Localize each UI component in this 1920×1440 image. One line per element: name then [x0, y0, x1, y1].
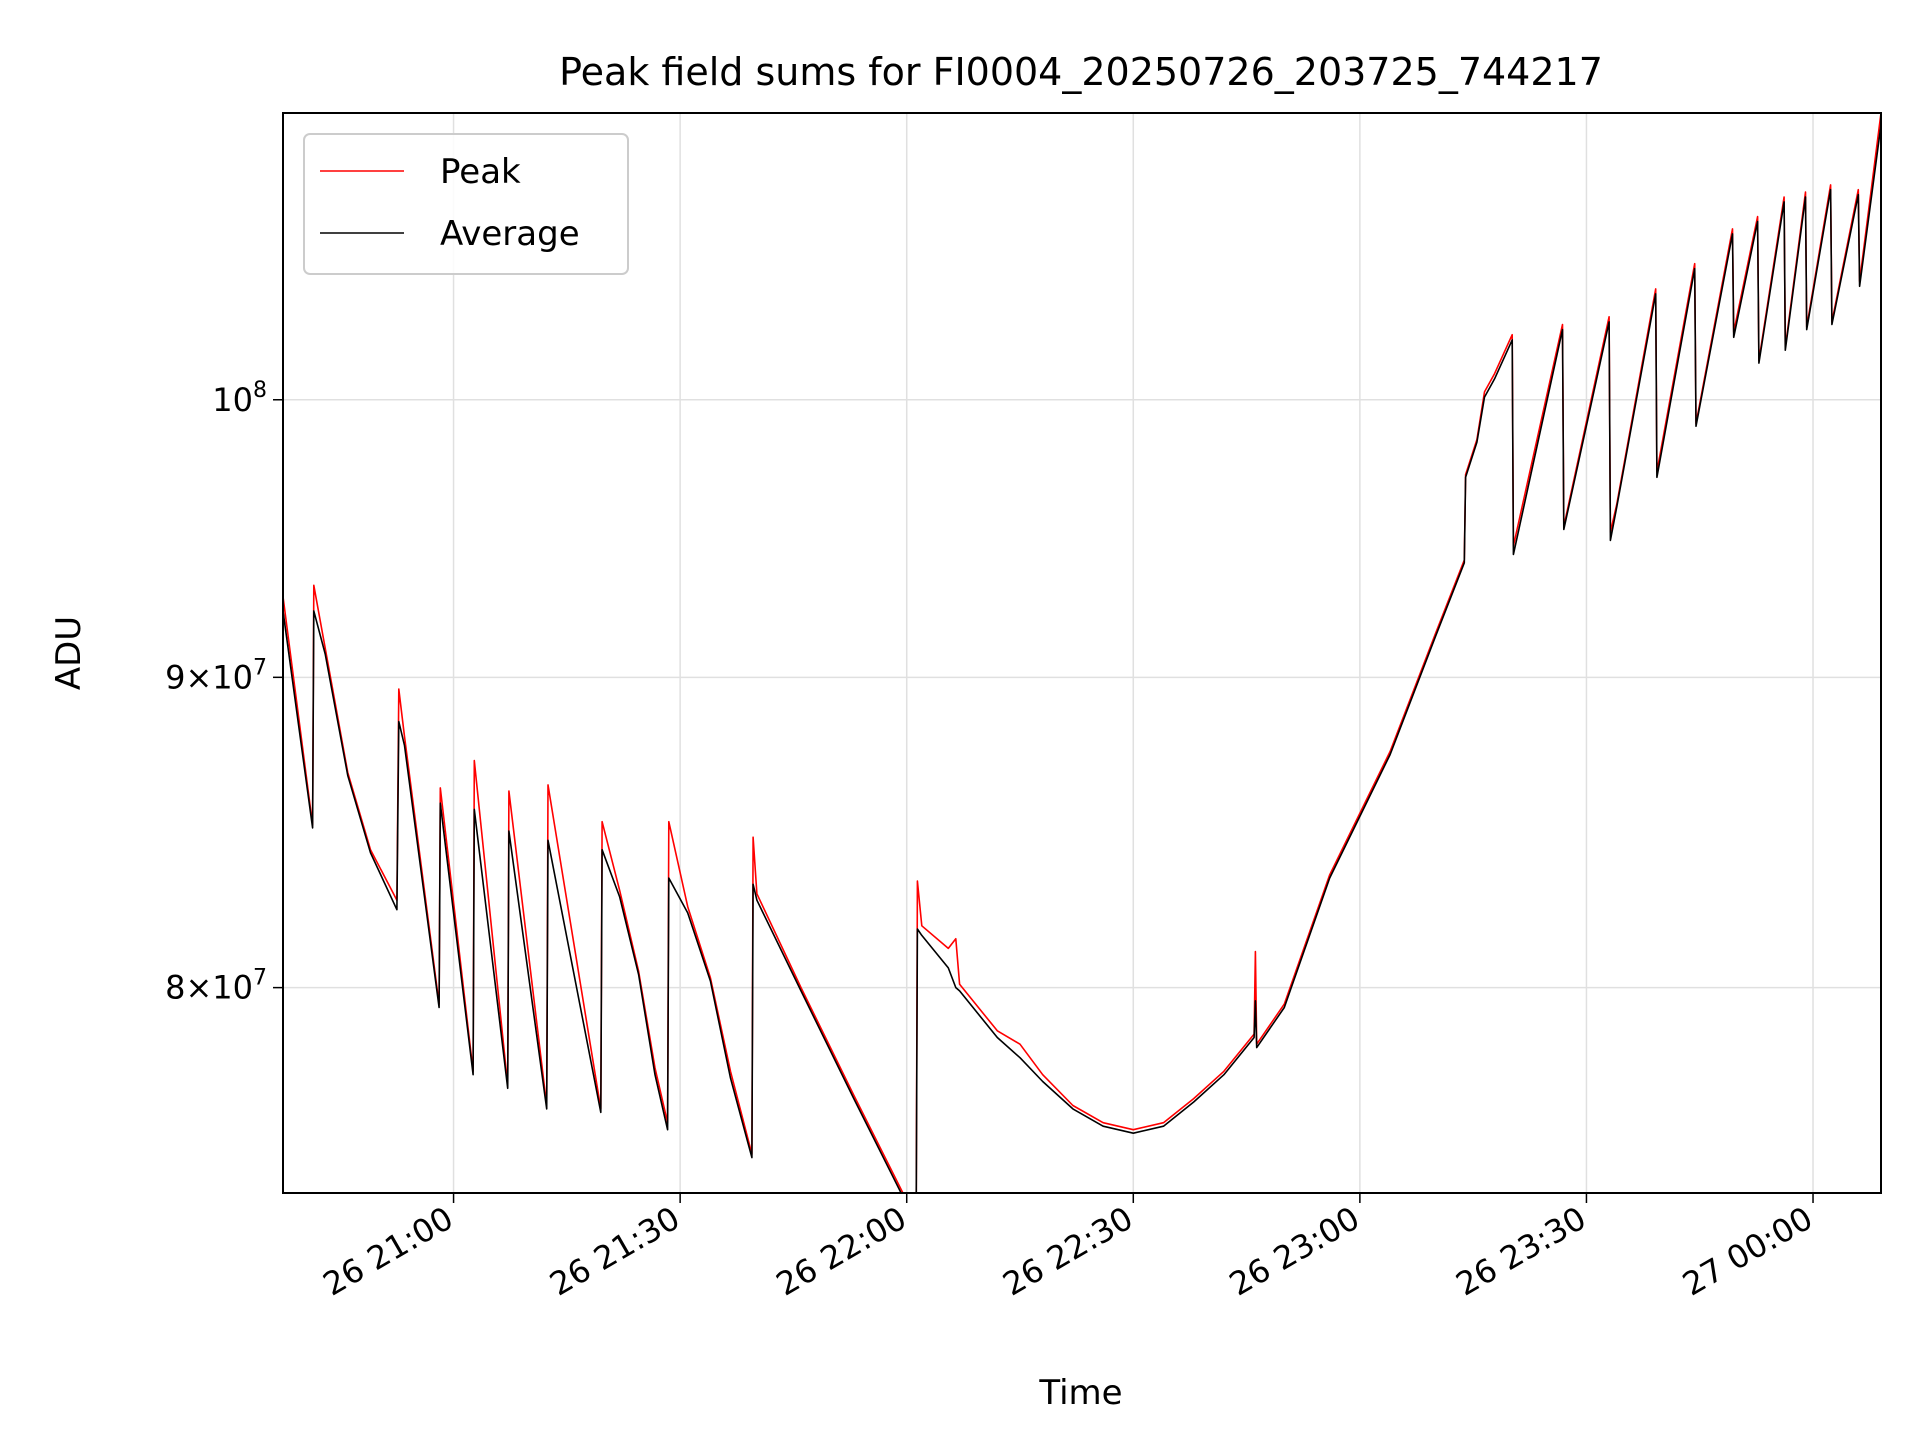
y-tick-label: 108 — [212, 378, 267, 419]
y-tick-label: 8×107 — [165, 966, 267, 1007]
plot-frame — [282, 112, 1882, 1194]
y-tick-label: 9×107 — [165, 655, 267, 696]
y-tick-base: 9×10 — [165, 658, 253, 696]
plot-lines — [283, 113, 1881, 1193]
y-tick-exponent: 8 — [253, 378, 267, 403]
y-axis-label: ADU — [49, 616, 89, 690]
x-axis-label: Time — [1038, 1373, 1122, 1413]
legend-label: Peak — [440, 152, 521, 192]
series-line-average — [283, 124, 1881, 1193]
chart-title: Peak field sums for FI0004_20250726_2037… — [559, 50, 1603, 94]
legend-box — [303, 133, 629, 275]
y-tick-exponent: 7 — [253, 966, 267, 991]
legend-label: Average — [440, 214, 580, 254]
y-tick-base: 8×10 — [165, 969, 253, 1007]
legend: Peak Average — [303, 133, 629, 275]
y-tick-exponent: 7 — [253, 655, 267, 680]
y-tick-base: 10 — [212, 381, 253, 419]
